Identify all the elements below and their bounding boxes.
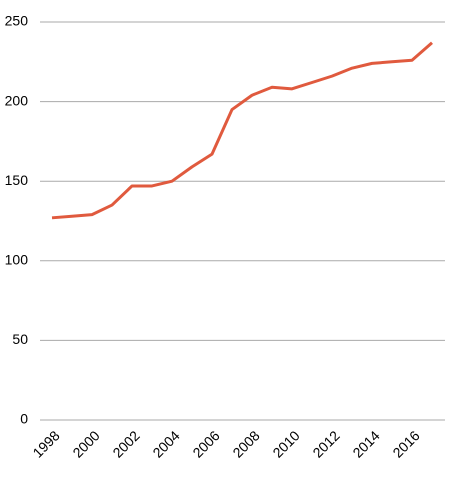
x-tick-label: 2004: [149, 427, 182, 460]
y-tick-label: 150: [5, 172, 29, 188]
x-tick-label: 2000: [69, 427, 102, 460]
x-tick-label: 2008: [229, 427, 262, 460]
y-tick-label: 200: [5, 92, 29, 108]
y-tick-label: 100: [5, 252, 29, 268]
y-tick-label: 250: [5, 13, 29, 29]
x-tick-label: 2006: [189, 427, 222, 460]
x-tick-label: 2002: [109, 427, 142, 460]
y-tick-label: 50: [12, 331, 28, 347]
x-tick-label: 2012: [309, 427, 342, 460]
x-tick-label: 2016: [389, 427, 422, 460]
x-tick-label: 2014: [349, 427, 382, 460]
line: [51, 41, 433, 220]
x-tick-label: 2010: [269, 427, 302, 460]
x-tick-label: 1998: [29, 427, 62, 460]
y-tick-label: 0: [20, 411, 28, 427]
